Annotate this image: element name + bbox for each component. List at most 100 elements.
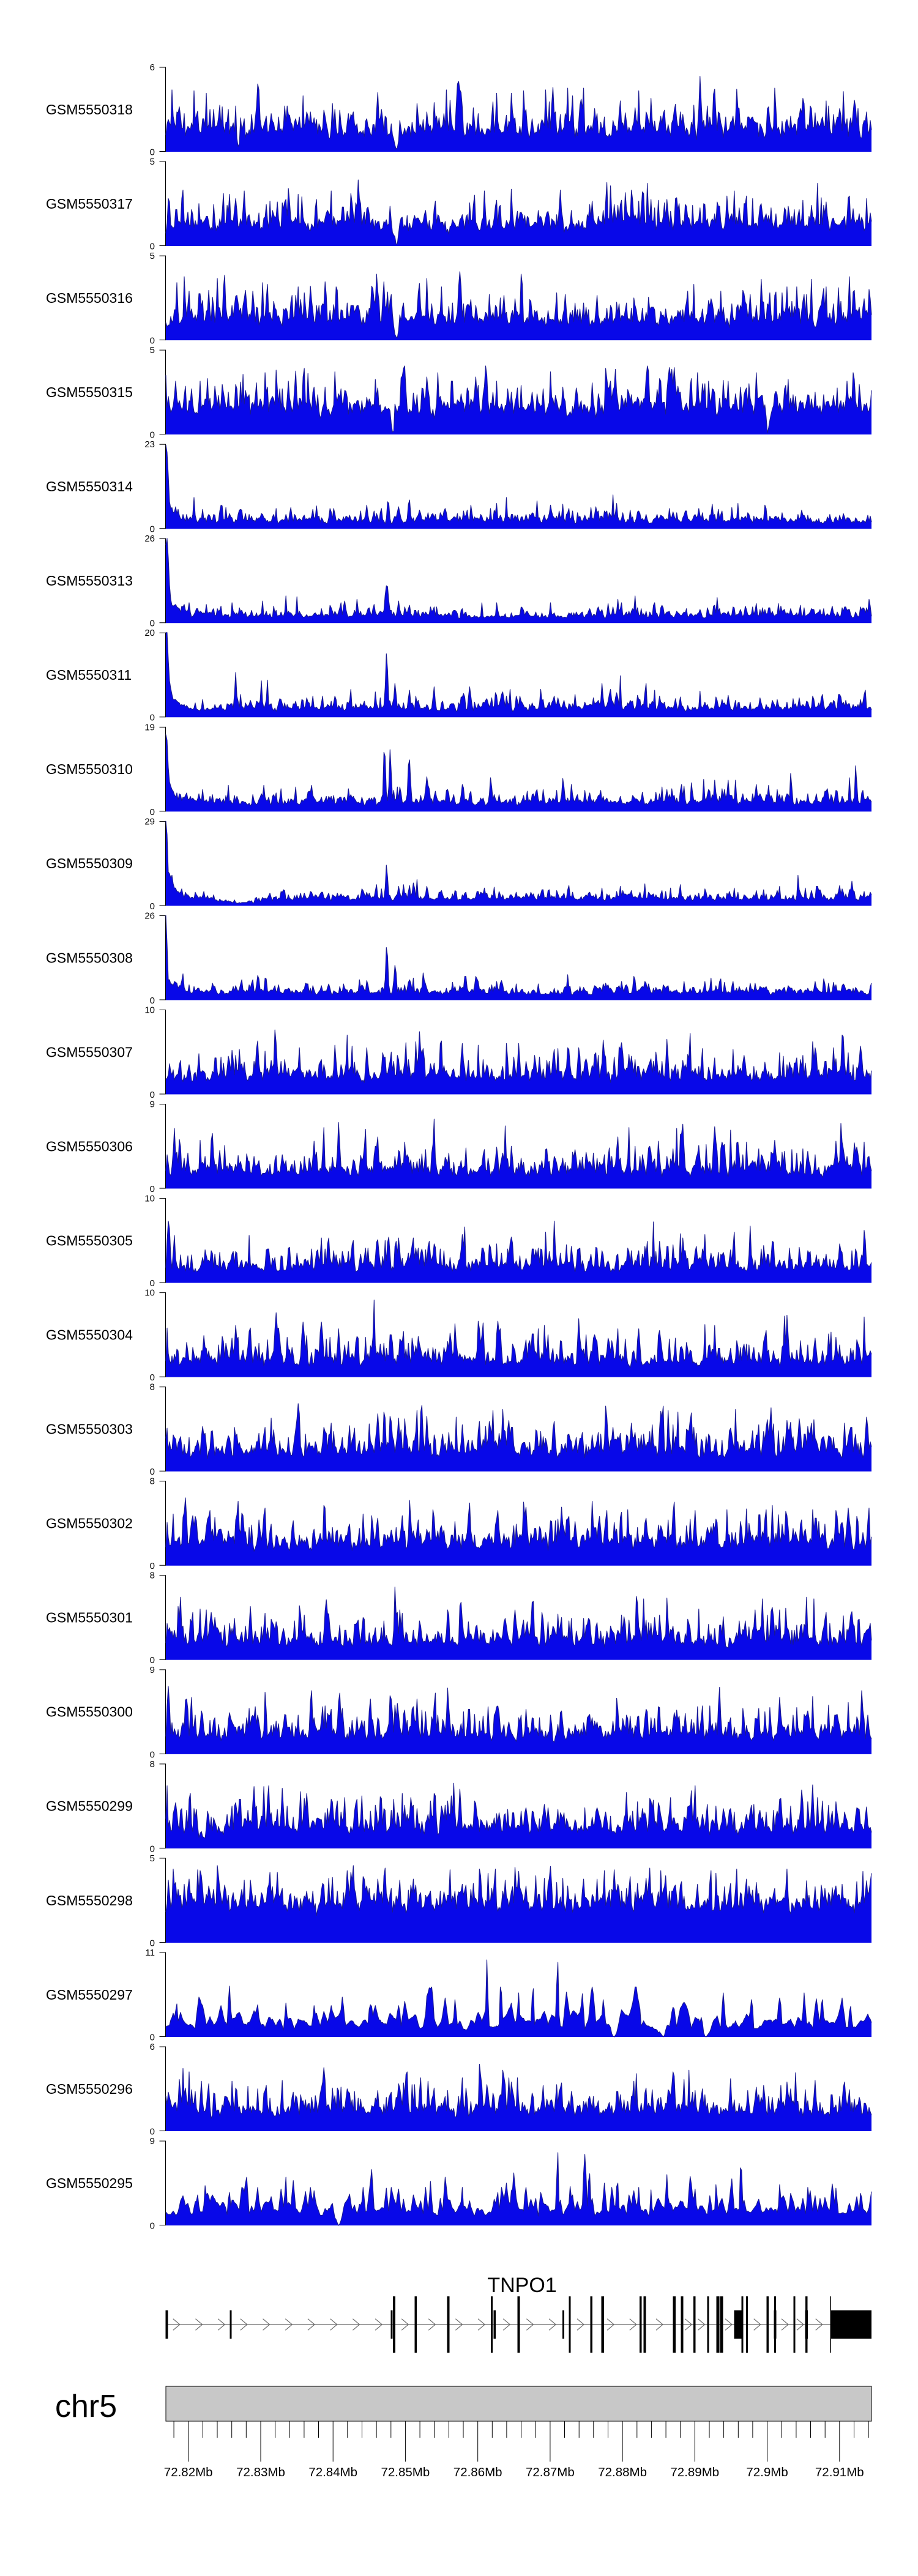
coverage-signal-outline <box>165 1300 872 1368</box>
track-sample-label: GSM5550310 <box>46 761 133 777</box>
y-axis-max-label: 10 <box>144 1194 155 1204</box>
track-sample-label: GSM5550317 <box>46 196 133 212</box>
track-sample-label: GSM5550306 <box>46 1138 133 1154</box>
coverage-signal-area <box>166 1865 871 1943</box>
y-axis-max-label: 6 <box>150 62 155 73</box>
exon-cds <box>590 2296 593 2353</box>
coverage-signal-area <box>166 445 871 529</box>
track-sample-label: GSM5550296 <box>46 2081 133 2097</box>
track-sample-label: GSM5550307 <box>46 1044 133 1060</box>
y-axis-max-label: 8 <box>150 1382 155 1393</box>
y-axis-zero-label: 0 <box>150 1749 155 1760</box>
coverage-track: GSM5550315 5 0 <box>46 345 872 441</box>
coverage-track: GSM5550308 26 0 <box>46 910 872 1006</box>
coverage-signal-outline <box>165 2064 872 2119</box>
exon-utr <box>734 2310 743 2339</box>
coverage-signal-area <box>166 915 871 1000</box>
strand-direction-arrow <box>606 2318 615 2331</box>
y-axis-zero-label: 0 <box>150 619 155 629</box>
exon-cds <box>491 2296 493 2353</box>
coverage-signal-area <box>166 2153 871 2226</box>
coverage-signal-area <box>166 1119 871 1189</box>
y-axis-zero-label: 0 <box>150 996 155 1006</box>
scale-tick-label: 72.91Mb <box>815 2465 864 2479</box>
exon-cds <box>741 2296 744 2353</box>
track-sample-label: GSM5550298 <box>46 1893 133 1908</box>
y-axis-max-label: 5 <box>150 251 155 261</box>
y-axis-max-label: 9 <box>150 1665 155 1675</box>
y-axis-zero-label: 0 <box>150 430 155 441</box>
coverage-signal-area <box>166 1030 871 1095</box>
track-sample-label: GSM5550295 <box>46 2175 133 2191</box>
gene-name-label: TNPO1 <box>487 2274 556 2297</box>
coverage-track: GSM5550304 10 0 <box>46 1288 872 1383</box>
coverage-track: GSM5550318 6 0 <box>46 62 872 157</box>
scale-tick-label: 72.86Mb <box>453 2465 502 2479</box>
coverage-signal-outline <box>165 1029 872 1083</box>
y-axis-max-label: 9 <box>150 1099 155 1109</box>
coverage-signal-outline <box>165 915 872 996</box>
exon-cds <box>517 2296 520 2353</box>
exon-cds <box>639 2296 642 2353</box>
y-axis-zero-label: 0 <box>150 1938 155 1948</box>
y-axis-max-label: 23 <box>144 439 155 450</box>
y-axis-max-label: 5 <box>150 157 155 167</box>
y-axis-zero-label: 0 <box>150 2221 155 2232</box>
y-axis-max-label: 26 <box>144 534 155 544</box>
y-axis-zero-label: 0 <box>150 2032 155 2042</box>
strand-direction-arrow <box>285 2318 293 2331</box>
y-axis-zero-label: 0 <box>150 1844 155 1854</box>
exon-cds <box>793 2296 796 2353</box>
strand-direction-arrow <box>526 2318 534 2331</box>
coverage-signal-area <box>166 1300 871 1377</box>
coverage-signal-outline <box>165 365 872 433</box>
y-axis-max-label: 29 <box>144 816 155 827</box>
exon-cds <box>569 2296 571 2353</box>
coverage-signal-outline <box>165 1497 872 1552</box>
coverage-signal-area <box>166 2064 871 2132</box>
y-axis-max-label: 6 <box>150 2042 155 2052</box>
coverage-signal-area <box>166 76 871 152</box>
coverage-signal-outline <box>165 538 872 619</box>
coverage-signal-outline <box>165 1220 872 1273</box>
strand-direction-arrow <box>330 2318 338 2331</box>
exon-cds <box>681 2296 684 2353</box>
coverage-signal-outline <box>165 1587 872 1648</box>
coverage-track: GSM5550316 5 0 <box>46 251 872 346</box>
y-axis-max-label: 10 <box>144 1005 155 1015</box>
y-axis-max-label: 9 <box>150 2136 155 2146</box>
coverage-signal-outline <box>165 734 872 806</box>
y-axis-zero-label: 0 <box>150 807 155 817</box>
coverage-track: GSM5550309 29 0 <box>46 816 872 912</box>
exon-cds <box>693 2296 696 2353</box>
coverage-signal-area <box>166 1403 871 1472</box>
track-sample-label: GSM5550304 <box>46 1327 133 1342</box>
strand-direction-arrow <box>725 2318 733 2331</box>
strand-direction-arrow <box>796 2318 804 2331</box>
coverage-signal-outline <box>165 2152 872 2226</box>
strand-direction-arrow <box>353 2318 360 2331</box>
coverage-signal-area <box>166 1221 871 1283</box>
exon-cds <box>447 2296 450 2353</box>
coverage-track: GSM5550314 23 0 <box>46 439 872 535</box>
coverage-track: GSM5550307 10 0 <box>46 1005 872 1100</box>
strand-direction-arrow <box>195 2318 203 2331</box>
coverage-signal-outline <box>165 821 872 904</box>
track-sample-label: GSM5550305 <box>46 1232 133 1248</box>
coverage-signal-area <box>166 366 871 435</box>
gene-body <box>165 2296 871 2353</box>
y-axis-zero-label: 0 <box>150 1467 155 1477</box>
coverage-signal-outline <box>165 1403 872 1459</box>
y-axis-zero-label: 0 <box>150 1655 155 1666</box>
track-sample-label: GSM5550302 <box>46 1516 133 1532</box>
coverage-signal-outline <box>165 445 872 524</box>
y-axis-zero-label: 0 <box>150 713 155 723</box>
track-sample-label: GSM5550301 <box>46 1610 133 1626</box>
scale-tick-label: 72.87Mb <box>526 2465 575 2479</box>
coverage-signal-outline <box>165 1119 872 1178</box>
strand-direction-arrow <box>307 2318 315 2331</box>
exon-utr <box>165 2310 168 2339</box>
coverage-signal-outline <box>165 1686 872 1743</box>
y-axis-zero-label: 0 <box>150 336 155 346</box>
track-sample-label: GSM5550300 <box>46 1704 133 1720</box>
